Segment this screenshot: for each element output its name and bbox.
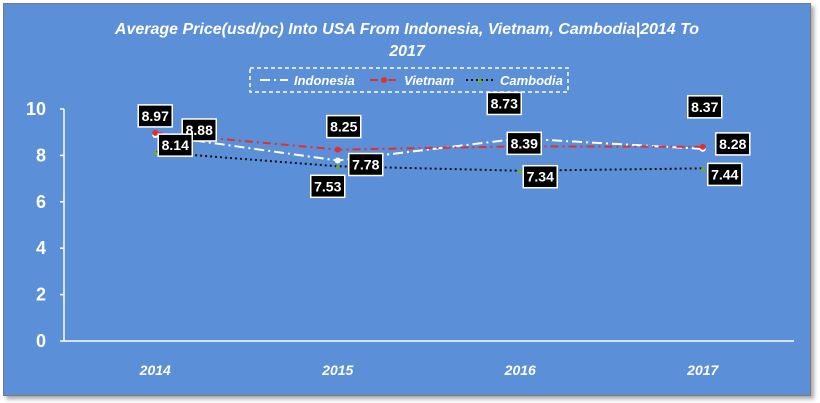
data-label-cambodia: 8.14 (157, 133, 193, 157)
data-label-text: 7.78 (352, 157, 379, 173)
data-label-box (506, 131, 542, 156)
data-label-box (157, 133, 193, 157)
data-label-vietnam: 8.39 (506, 131, 542, 156)
y-tick-label: 2 (36, 285, 46, 305)
data-point (152, 129, 159, 136)
x-tick-label: 2015 (321, 362, 353, 378)
chart-title-line-1: Average Price(usd/pc) Into USA From Indo… (114, 21, 699, 38)
data-label-text: 8.14 (162, 137, 189, 153)
legend-item-cambodia: Cambodia (466, 73, 563, 88)
y-tick-label: 6 (36, 192, 46, 212)
legend-vietnam-marker (381, 77, 387, 83)
data-label-indonesia: 8.73 (486, 91, 522, 116)
data-point (334, 157, 341, 164)
data-label-box (715, 132, 751, 156)
data-point (699, 165, 706, 172)
y-tick-label: 10 (26, 99, 46, 119)
y-tick-label: 8 (36, 145, 46, 165)
y-tick-label: 0 (36, 331, 46, 351)
data-label-vietnam: 8.25 (326, 114, 362, 139)
data-label-text: 7.53 (314, 178, 341, 194)
data-label-box (137, 104, 173, 128)
legend-indonesia-label: Indonesia (294, 73, 355, 88)
data-label-cambodia: 7.53 (310, 174, 346, 199)
legend-box (249, 67, 569, 93)
legend-item-indonesia: Indonesia (260, 73, 355, 88)
series-line-cambodia (155, 151, 703, 172)
data-label-text: 8.28 (719, 136, 746, 152)
data-label-box (687, 95, 723, 119)
data-point (517, 167, 524, 174)
legend-cambodia-label: Cambodia (500, 73, 563, 88)
legend-cambodia-marker (477, 77, 483, 83)
data-point (334, 163, 341, 170)
data-label-text: 7.34 (527, 169, 554, 185)
data-label-text: 8.39 (511, 135, 538, 151)
data-label-cambodia: 7.44 (707, 162, 743, 187)
data-label-box (310, 174, 346, 199)
data-label-text: 8.73 (491, 95, 518, 111)
data-point (152, 149, 159, 156)
data-label-text: 8.25 (330, 119, 357, 135)
data-label-indonesia: 8.28 (715, 132, 751, 156)
data-label-box (486, 91, 522, 116)
y-axis-ticks: 0 2 4 6 8 10 (26, 99, 64, 351)
data-label-box (348, 152, 384, 177)
x-axis-ticks: 2014 2015 2016 2017 (139, 362, 720, 378)
x-tick-label: 2014 (139, 362, 171, 378)
chart-title-line-2: 2017 (388, 43, 426, 60)
legend: Indonesia Vietnam Cambodia (249, 67, 569, 93)
legend-item-vietnam: Vietnam (370, 73, 455, 88)
data-label-text: 8.97 (142, 108, 169, 124)
data-label-text: 7.44 (711, 166, 738, 182)
y-tick-label: 4 (36, 238, 46, 258)
x-tick-label: 2017 (686, 362, 719, 378)
data-label-vietnam: 8.97 (137, 104, 173, 128)
legend-vietnam-label: Vietnam (404, 73, 455, 88)
data-label-box (522, 164, 558, 189)
data-point (699, 143, 706, 150)
series-lines (152, 129, 706, 174)
data-label-vietnam: 8.37 (687, 95, 723, 119)
x-tick-label: 2016 (504, 362, 536, 378)
data-label-cambodia: 7.34 (522, 164, 558, 189)
data-point (334, 146, 341, 153)
data-labels: 8.887.788.738.288.978.258.398.378.147.53… (137, 91, 751, 199)
series-line-vietnam (155, 131, 703, 151)
line-chart: Average Price(usd/pc) Into USA From Indo… (26, 21, 794, 378)
data-label-indonesia: 7.78 (348, 152, 384, 177)
data-label-text: 8.37 (691, 99, 718, 115)
data-label-box (707, 162, 743, 187)
chart-frame: Average Price(usd/pc) Into USA From Indo… (3, 3, 811, 396)
data-label-box (326, 114, 362, 139)
